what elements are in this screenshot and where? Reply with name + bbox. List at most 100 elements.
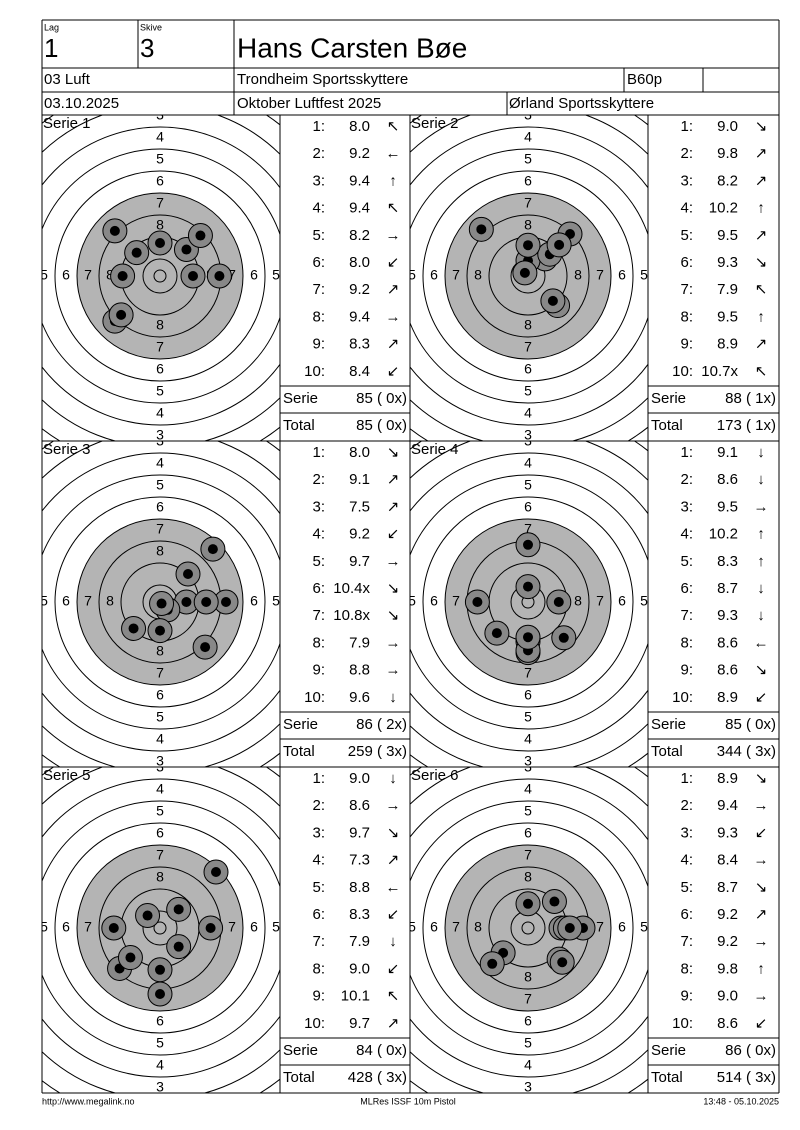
ring-label: 4 [156, 455, 164, 471]
shot-score: 8.3 [349, 906, 370, 923]
ring [54, 170, 266, 382]
ring-label: 7 [524, 991, 532, 1007]
shot-number: 6: [312, 906, 325, 923]
shot-number: 1: [312, 118, 325, 135]
ring-label: 7 [228, 919, 236, 935]
shot-center [181, 597, 192, 607]
shot-number: 8: [312, 960, 325, 977]
ring [42, 148, 280, 404]
direction-arrow: ↖ [755, 281, 768, 298]
date: 03.10.2025 [44, 95, 119, 112]
ring [42, 126, 280, 426]
direction-arrow: ↓ [389, 689, 397, 706]
organizer: Ørland Sportsskyttere [509, 95, 654, 112]
ring-label: 5 [524, 709, 532, 725]
shot-score: 8.6 [349, 797, 370, 814]
ring-label: 3 [156, 107, 164, 123]
shot [479, 951, 505, 977]
ring-label: 6 [618, 593, 626, 609]
shot [180, 263, 206, 289]
shot-score: 7.9 [349, 933, 370, 950]
ring-label: 4 [524, 731, 532, 747]
ring [42, 778, 280, 1078]
shot-score: 9.1 [717, 444, 738, 461]
direction-arrow: ↘ [387, 580, 400, 597]
direction-arrow: ↓ [389, 933, 397, 950]
ring-label: 5 [408, 267, 416, 283]
shot-score: 9.3 [717, 607, 738, 624]
ring [410, 800, 648, 1056]
skive-label: Skive [140, 22, 162, 32]
shot-number: 8: [680, 960, 693, 977]
shot-center [201, 597, 212, 607]
shot-score: 8.2 [717, 172, 738, 189]
direction-arrow: ↑ [757, 960, 765, 977]
ring-label: 5 [524, 151, 532, 167]
direction-arrow: ↗ [387, 471, 400, 488]
shot-score: 8.4 [349, 363, 370, 380]
shot-score: 9.2 [717, 906, 738, 923]
shot-score: 9.4 [717, 797, 738, 814]
direction-arrow: ↗ [387, 1015, 400, 1032]
ring-label: 3 [156, 433, 164, 449]
direction-arrow: ↘ [755, 770, 768, 787]
direction-arrow: ← [386, 879, 401, 896]
direction-arrow: ↖ [387, 118, 400, 135]
ring-label: 3 [524, 759, 532, 775]
shot-center [156, 598, 167, 609]
shot [187, 223, 213, 249]
ring [410, 452, 648, 752]
shot-score: 10.8x [333, 607, 370, 624]
ring-label: 3 [156, 759, 164, 775]
shot [515, 232, 541, 258]
shot [203, 859, 229, 885]
shot-center [523, 240, 533, 251]
ring-label: 8 [156, 869, 164, 885]
ring-label: 5 [156, 1035, 164, 1051]
shot-score: 10.2 [709, 526, 738, 543]
shot-center [155, 964, 165, 975]
direction-arrow: ↙ [387, 960, 400, 977]
direction-arrow: ↖ [755, 363, 768, 380]
shot [121, 615, 147, 641]
shot [198, 915, 224, 941]
ring-label: 8 [474, 919, 482, 935]
shot [468, 216, 494, 242]
ring-label: 3 [524, 433, 532, 449]
direction-arrow: ↗ [755, 145, 768, 162]
ring-label: 7 [84, 919, 92, 935]
ring [410, 474, 648, 730]
direction-arrow: ↙ [387, 254, 400, 271]
shot-score: 9.5 [717, 227, 738, 244]
serie-sum: 84 ( 0x) [356, 1042, 407, 1059]
shot-score: 8.4 [717, 852, 738, 869]
shot-center [131, 247, 142, 258]
shot-center [523, 539, 533, 550]
shot-center [553, 597, 564, 607]
ring [42, 474, 280, 730]
shot-score: 8.9 [717, 689, 738, 706]
ring-label: 8 [524, 969, 532, 985]
shot-score: 8.6 [717, 662, 738, 679]
direction-arrow: → [754, 498, 769, 515]
skive: 3 [140, 33, 154, 63]
shot-number: 6: [680, 580, 693, 597]
direction-arrow: ↑ [757, 553, 765, 570]
shot-score: 10.1 [341, 988, 370, 1005]
shot-score: 10.2 [709, 200, 738, 217]
shot-score: 9.2 [349, 281, 370, 298]
ring-label: 7 [524, 339, 532, 355]
shot-score: 9.5 [717, 498, 738, 515]
shot [135, 903, 161, 929]
shot-center [155, 238, 165, 248]
ring-label: 6 [524, 173, 532, 189]
shot-number: 10: [672, 1015, 693, 1032]
direction-arrow: ↓ [757, 580, 765, 597]
ring-label: 6 [62, 919, 70, 935]
shot [147, 618, 173, 644]
shot-score: 9.7 [349, 1015, 370, 1032]
shot-score: 9.3 [717, 254, 738, 271]
ring-label: 4 [156, 405, 164, 421]
